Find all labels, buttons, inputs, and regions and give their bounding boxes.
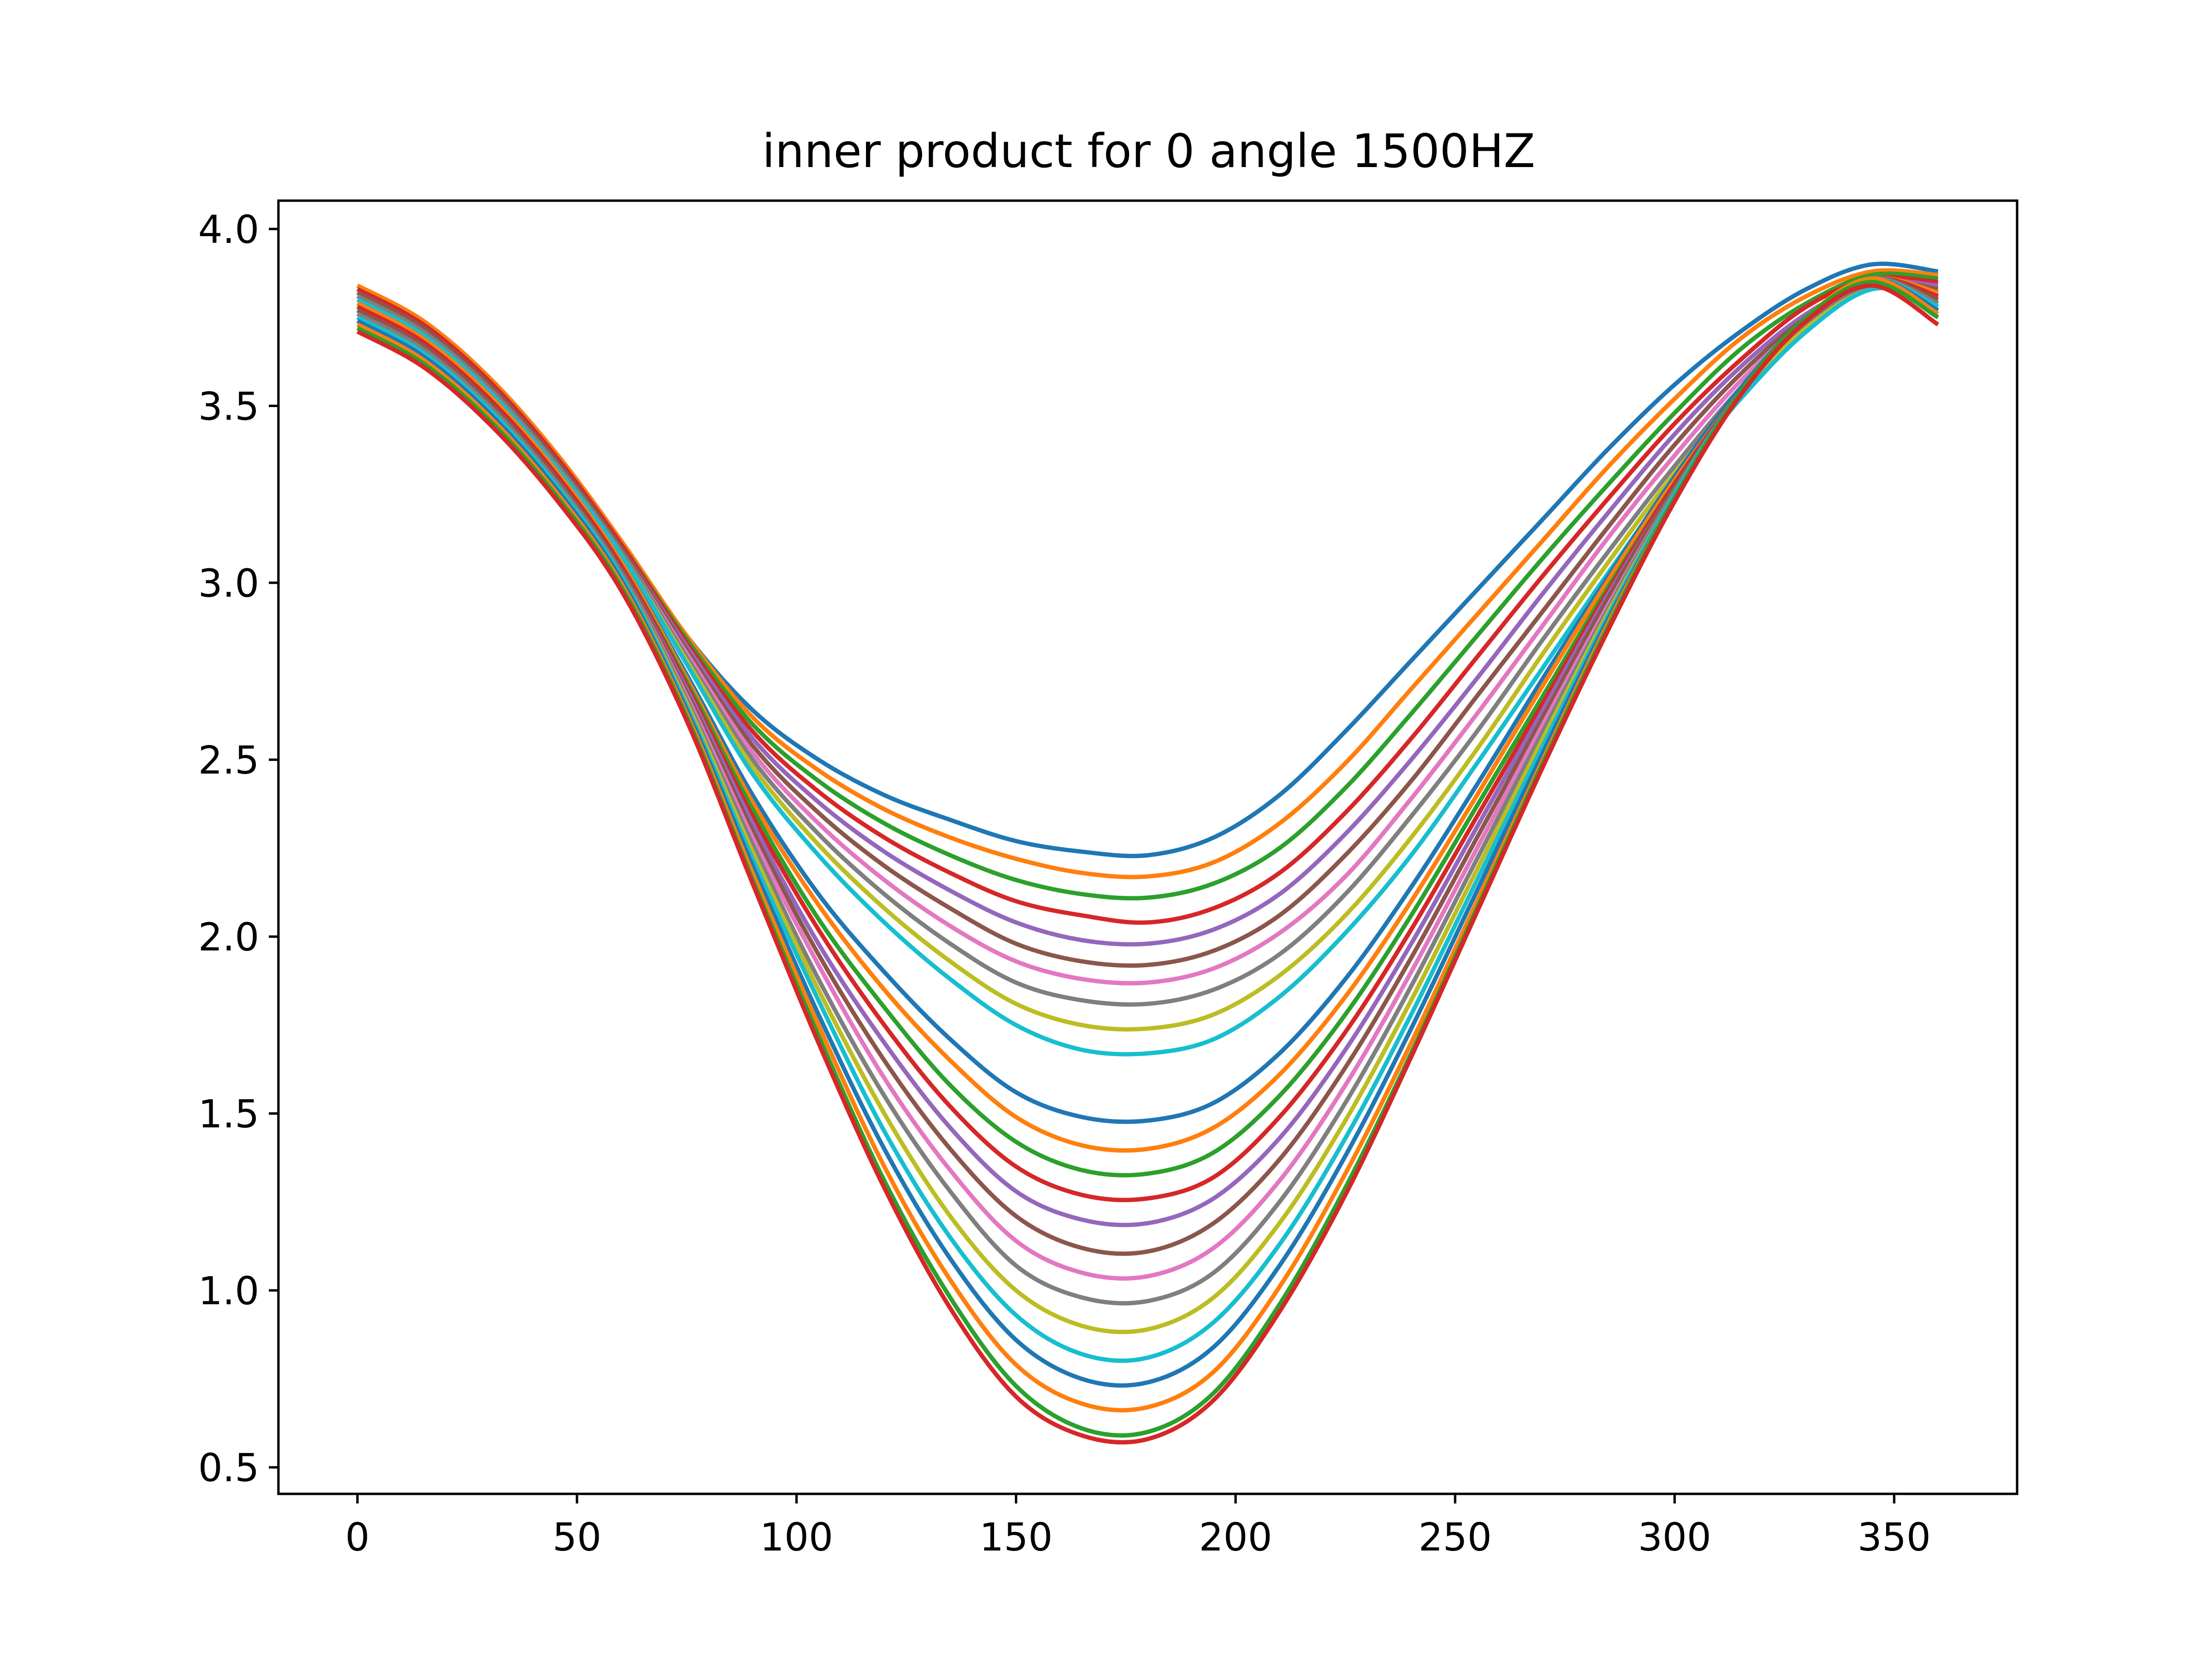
chart-title: inner product for 0 angle 1500HZ bbox=[762, 124, 1535, 178]
y-tick-label: 1.0 bbox=[198, 1269, 259, 1313]
x-tick-label: 0 bbox=[345, 1515, 370, 1560]
y-tick-label: 3.0 bbox=[198, 561, 259, 606]
plot-lines bbox=[356, 261, 1939, 1445]
x-axis: 0 50 100 150 200 250 300 350 bbox=[345, 1494, 1931, 1560]
x-tick-label: 200 bbox=[1199, 1515, 1273, 1560]
y-axis: 0.5 1.0 1.5 2.0 2.5 3.0 3.5 4.0 bbox=[198, 207, 278, 1491]
x-tick-label: 100 bbox=[760, 1515, 833, 1560]
plot-frame bbox=[277, 199, 2019, 1495]
y-tick-label: 3.5 bbox=[198, 385, 259, 429]
x-tick-label: 350 bbox=[1858, 1515, 1931, 1560]
x-tick-label: 250 bbox=[1419, 1515, 1492, 1560]
y-tick-label: 1.5 bbox=[198, 1092, 259, 1137]
y-tick-label: 4.0 bbox=[198, 207, 259, 252]
series-line-24 bbox=[356, 283, 1939, 1445]
y-tick-label: 2.0 bbox=[198, 915, 259, 960]
x-tick-label: 150 bbox=[979, 1515, 1053, 1560]
x-tick-label: 300 bbox=[1638, 1515, 1711, 1560]
y-tick-label: 2.5 bbox=[198, 738, 259, 783]
x-tick-label: 50 bbox=[553, 1515, 601, 1560]
y-tick-label: 0.5 bbox=[198, 1446, 259, 1491]
